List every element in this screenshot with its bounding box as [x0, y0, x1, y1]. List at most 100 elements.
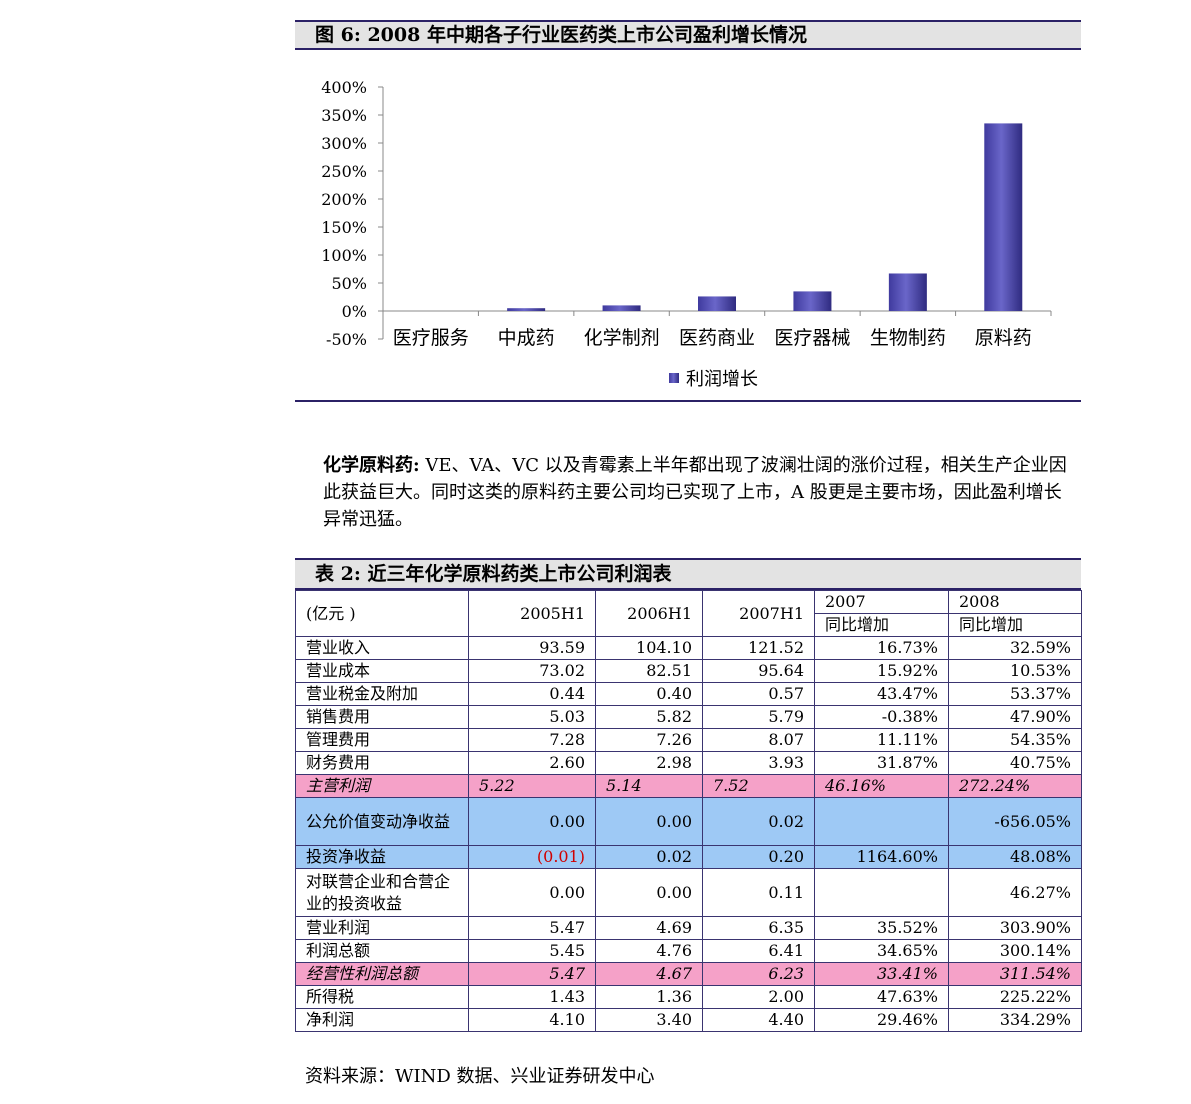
row-label: 营业成本: [295, 659, 469, 683]
cell-2007-yoy: 47.63%: [814, 985, 949, 1009]
y-tick-label: 150%: [321, 218, 367, 237]
cell-2005h1: 1.43: [468, 985, 596, 1009]
cell-2008-yoy: 300.14%: [948, 939, 1082, 963]
cell-2007h1: 0.57: [702, 682, 815, 706]
cell-2007h1: 0.02: [702, 797, 815, 846]
table-row: 对联营企业和合营企业的投资收益 0.00 0.00 0.11 46.27%: [295, 868, 1082, 917]
x-category-label: 生物制药: [870, 327, 946, 349]
table-row: 主营利润 5.22 5.14 7.52 46.16% 272.24%: [295, 774, 1082, 798]
table-row: 投资净收益 (0.01) 0.02 0.20 1164.60% 48.08%: [295, 845, 1082, 869]
cell-2008-yoy: 303.90%: [948, 916, 1082, 940]
row-label: 销售费用: [295, 705, 469, 729]
row-label: 营业税金及附加: [295, 682, 469, 706]
table-row: 销售费用 5.03 5.82 5.79 -0.38% 47.90%: [295, 705, 1082, 729]
y-tick-label: 300%: [321, 134, 367, 153]
row-label: 主营利润: [295, 774, 469, 798]
table-row: 净利润 4.10 3.40 4.40 29.46% 334.29%: [295, 1008, 1082, 1032]
cell-2007h1: 3.93: [702, 751, 815, 775]
cell-2007-yoy: -0.38%: [814, 705, 949, 729]
cell-2007h1: 95.64: [702, 659, 815, 683]
cell-2007-yoy: 1164.60%: [814, 845, 949, 869]
x-category-label: 医疗服务: [393, 327, 469, 349]
cell-2007h1: 6.23: [702, 962, 815, 986]
cell-2006h1: 7.26: [595, 728, 703, 752]
cell-2005h1: (0.01): [468, 845, 596, 869]
cell-2006h1: 0.00: [595, 868, 703, 917]
cell-2006h1: 82.51: [595, 659, 703, 683]
cell-2008-yoy: 47.90%: [948, 705, 1082, 729]
row-label: 净利润: [295, 1008, 469, 1032]
bar: [888, 273, 927, 311]
x-category-label: 原料药: [975, 327, 1032, 349]
row-label: 财务费用: [295, 751, 469, 775]
cell-2007h1: 2.00: [702, 985, 815, 1009]
col-2005h1: 2005H1: [468, 590, 596, 637]
row-label: 营业收入: [295, 636, 469, 660]
table-subheader-row: 同比增加 同比增加: [296, 613, 1082, 637]
bar: [793, 291, 832, 311]
cell-2006h1: 1.36: [595, 985, 703, 1009]
cell-2007-yoy: [814, 797, 949, 846]
cell-2007-yoy: 34.65%: [814, 939, 949, 963]
table-row: 财务费用 2.60 2.98 3.93 31.87% 40.75%: [295, 751, 1082, 775]
cell-2005h1: 5.47: [468, 916, 596, 940]
bar: [507, 308, 546, 311]
table-row: 利润总额 5.45 4.76 6.41 34.65% 300.14%: [295, 939, 1082, 963]
table-row: 管理费用 7.28 7.26 8.07 11.11% 54.35%: [295, 728, 1082, 752]
cell-2008-yoy: 40.75%: [948, 751, 1082, 775]
y-tick-label: 200%: [321, 190, 367, 209]
cell-2007h1: 6.41: [702, 939, 815, 963]
cell-2006h1: 4.67: [595, 962, 703, 986]
table-row: 所得税 1.43 1.36 2.00 47.63% 225.22%: [295, 985, 1082, 1009]
bar: [602, 305, 641, 311]
cell-2005h1: 0.44: [468, 682, 596, 706]
y-tick-label: 250%: [321, 162, 367, 181]
bar: [984, 123, 1023, 312]
cell-2006h1: 0.02: [595, 845, 703, 869]
cell-2005h1: 5.22: [468, 774, 596, 798]
cell-2008-yoy: 272.24%: [948, 774, 1082, 798]
cell-2007h1: 0.20: [702, 845, 815, 869]
table-row: 营业利润 5.47 4.69 6.35 35.52% 303.90%: [295, 916, 1082, 940]
cell-2006h1: 3.40: [595, 1008, 703, 1032]
cell-2005h1: 0.00: [468, 797, 596, 846]
cell-2007-yoy: 31.87%: [814, 751, 949, 775]
cell-2008-yoy: 46.27%: [948, 868, 1082, 917]
cell-2007h1: 121.52: [702, 636, 815, 660]
y-tick-label: 0%: [342, 302, 367, 321]
cell-2008-yoy: 10.53%: [948, 659, 1082, 683]
table-row: 公允价值变动净收益 0.00 0.00 0.02 -656.05%: [295, 797, 1082, 846]
cell-2008-yoy: 311.54%: [948, 962, 1082, 986]
analysis-paragraph: 化学原料药: VE、VA、VC 以及青霉素上半年都出现了波澜壮阔的涨价过程，相关…: [323, 452, 1078, 533]
table-title: 表 2: 近三年化学原料药类上市公司利润表: [295, 558, 1081, 590]
col-2006h1: 2006H1: [595, 590, 703, 637]
cell-2007h1: 6.35: [702, 916, 815, 940]
table-row: 营业成本 73.02 82.51 95.64 15.92% 10.53%: [295, 659, 1082, 683]
sub-yoy-2008: 同比增加: [948, 613, 1082, 637]
paragraph-lead: 化学原料药:: [323, 455, 420, 476]
cell-2005h1: 5.03: [468, 705, 596, 729]
row-label: 经营性利润总额: [295, 962, 469, 986]
cell-2005h1: 5.47: [468, 962, 596, 986]
bar: [698, 296, 736, 311]
cell-2007-yoy: 16.73%: [814, 636, 949, 660]
cell-2008-yoy: 54.35%: [948, 728, 1082, 752]
cell-2007-yoy: 46.16%: [814, 774, 949, 798]
row-label: 对联营企业和合营企业的投资收益: [295, 868, 469, 917]
row-label: 公允价值变动净收益: [295, 797, 469, 846]
cell-2008-yoy: 53.37%: [948, 682, 1082, 706]
sub-yoy-2007: 同比增加: [814, 613, 949, 637]
cell-2008-yoy: -656.05%: [948, 797, 1082, 846]
col-2008: 2008: [948, 590, 1082, 614]
cell-2007h1: 0.11: [702, 868, 815, 917]
cell-2007-yoy: 35.52%: [814, 916, 949, 940]
cell-2005h1: 73.02: [468, 659, 596, 683]
legend-swatch: [669, 373, 679, 383]
cell-2006h1: 4.76: [595, 939, 703, 963]
cell-2007-yoy: [814, 868, 949, 917]
x-category-label: 医药商业: [679, 327, 755, 349]
table-row: 营业收入 93.59 104.10 121.52 16.73% 32.59%: [295, 636, 1082, 660]
cell-2005h1: 2.60: [468, 751, 596, 775]
cell-2007-yoy: 11.11%: [814, 728, 949, 752]
cell-2006h1: 5.14: [595, 774, 703, 798]
